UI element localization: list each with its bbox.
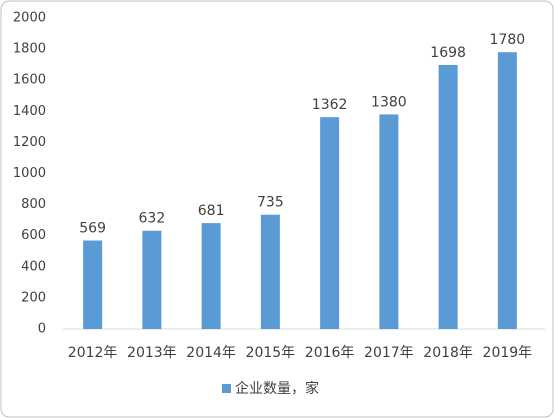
y-tick-label: 600 bbox=[21, 228, 46, 243]
x-tick-label: 2018年 bbox=[423, 345, 473, 361]
legend-swatch bbox=[222, 384, 231, 393]
bar bbox=[260, 214, 280, 329]
y-tick-label: 400 bbox=[21, 259, 46, 274]
y-tick-label: 800 bbox=[21, 197, 46, 212]
y-tick-label: 1600 bbox=[13, 73, 46, 88]
x-tick-label: 2013年 bbox=[127, 345, 177, 361]
value-label: 681 bbox=[198, 203, 225, 219]
bar bbox=[438, 64, 458, 329]
legend-label: 企业数量，家 bbox=[235, 380, 319, 397]
y-tick-label: 1400 bbox=[13, 104, 46, 119]
y-tick-label: 1800 bbox=[13, 42, 46, 57]
y-tick-label: 1200 bbox=[13, 135, 46, 150]
value-label: 1780 bbox=[490, 32, 526, 48]
value-label: 1362 bbox=[312, 97, 348, 113]
value-label: 735 bbox=[257, 195, 284, 211]
value-label: 569 bbox=[79, 221, 106, 237]
bar bbox=[497, 52, 517, 330]
y-tick-label: 1000 bbox=[13, 166, 46, 181]
value-label: 632 bbox=[139, 211, 166, 227]
x-tick-label: 2015年 bbox=[246, 345, 296, 361]
bar bbox=[201, 223, 221, 329]
x-tick-label: 2017年 bbox=[364, 345, 414, 361]
x-tick-label: 2016年 bbox=[305, 345, 355, 361]
bar bbox=[320, 117, 340, 329]
value-label: 1698 bbox=[430, 45, 466, 61]
x-tick-label: 2014年 bbox=[186, 345, 236, 361]
bar bbox=[83, 240, 103, 329]
bar bbox=[379, 114, 399, 329]
y-tick-label: 200 bbox=[21, 290, 46, 305]
x-tick-label: 2019年 bbox=[483, 345, 533, 361]
y-tick-label: 2000 bbox=[13, 11, 46, 26]
bar bbox=[142, 230, 162, 329]
value-label: 1380 bbox=[371, 94, 407, 110]
y-tick-label: 0 bbox=[38, 322, 46, 337]
x-tick-label: 2012年 bbox=[68, 345, 118, 361]
